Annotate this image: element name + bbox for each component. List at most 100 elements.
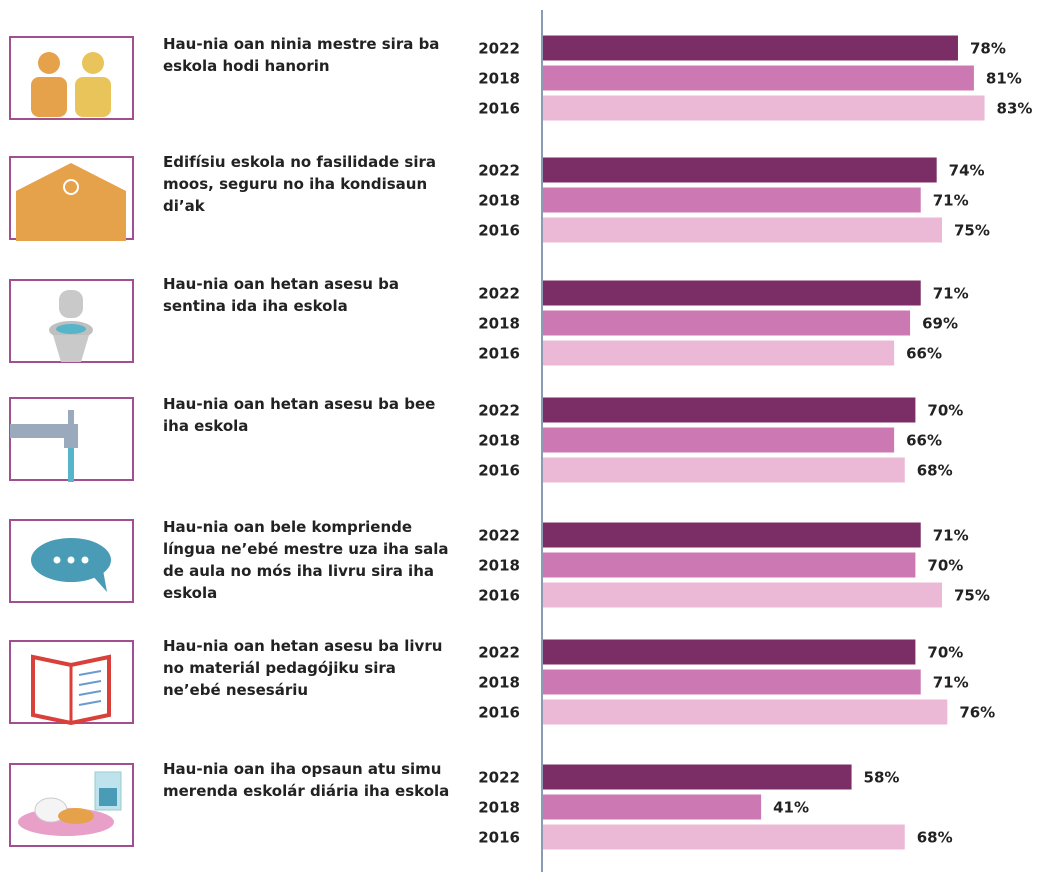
category-label: Edifísiu eskola no fasilidade sira moos,… (163, 153, 437, 215)
icon-shape (78, 670, 102, 676)
icon-shape (38, 52, 60, 74)
series-label: 2022 (478, 527, 520, 545)
icon-shape (78, 700, 102, 706)
value-label: 68% (917, 462, 953, 480)
series-label: 2016 (478, 587, 520, 605)
bar (543, 65, 974, 91)
value-label: 75% (954, 587, 990, 605)
icon (9, 156, 134, 241)
value-label: 70% (927, 644, 963, 662)
icon-shape (53, 556, 61, 564)
icon-shape (99, 788, 117, 806)
series-label: 2018 (478, 557, 520, 575)
series-label: 2016 (478, 462, 520, 480)
series-label: 2016 (478, 704, 520, 722)
value-label: 75% (954, 222, 990, 240)
icon-shape (59, 290, 83, 318)
bar (543, 552, 916, 578)
series-label: 2022 (478, 285, 520, 303)
value-label: 68% (917, 829, 953, 847)
bar (543, 699, 948, 725)
icon-shape (82, 52, 104, 74)
bar (543, 457, 905, 483)
bar (543, 582, 942, 608)
category-label: Hau-nia oan hetan asesu ba bee iha eskol… (163, 395, 436, 435)
series-label: 2018 (478, 192, 520, 210)
icon-shape (91, 570, 107, 592)
series-label: 2016 (478, 829, 520, 847)
value-label: 71% (933, 527, 969, 545)
bar (543, 794, 762, 820)
series-label: 2018 (478, 674, 520, 692)
icon (9, 640, 134, 726)
value-label: 41% (773, 799, 809, 817)
bar (543, 340, 895, 366)
icon-shape (68, 410, 74, 424)
bar (543, 427, 895, 453)
value-label: 66% (906, 345, 942, 363)
series-label: 2016 (478, 100, 520, 118)
bar (543, 669, 921, 695)
category-label: Hau-nia oan ninia mestre sira ba eskola … (163, 35, 440, 75)
value-label: 69% (922, 315, 958, 333)
value-label: 74% (949, 162, 985, 180)
bar (543, 824, 905, 850)
value-label: 66% (906, 432, 942, 450)
icon (9, 36, 134, 120)
category-label: Hau-nia oan hetan asesu ba sentina ida i… (163, 275, 400, 315)
icon-shape (78, 690, 102, 696)
icon-shape (67, 556, 75, 564)
series-label: 2016 (478, 222, 520, 240)
value-label: 70% (927, 557, 963, 575)
icon (9, 279, 134, 363)
category-label: Hau-nia oan iha opsaun atu simu merenda … (163, 760, 450, 800)
series-label: 2018 (478, 432, 520, 450)
icon (9, 397, 134, 482)
icon-shape (10, 424, 76, 438)
icon-shape (64, 424, 78, 448)
icon-shape (68, 448, 74, 482)
icon-shape (81, 556, 89, 564)
bar (543, 397, 916, 423)
bar (543, 639, 916, 665)
series-label: 2018 (478, 799, 520, 817)
bar (543, 280, 921, 306)
bar (543, 35, 958, 61)
bar (543, 310, 911, 336)
value-label: 81% (986, 70, 1022, 88)
icon-shape (58, 808, 94, 824)
series-label: 2022 (478, 769, 520, 787)
series-label: 2022 (478, 402, 520, 420)
bar (543, 95, 985, 121)
icon (9, 519, 134, 603)
icon-shape (63, 179, 79, 195)
bar (543, 522, 921, 548)
icon-shape (75, 77, 111, 117)
icon-frame (9, 36, 134, 120)
series-label: 2022 (478, 162, 520, 180)
bar (543, 157, 937, 183)
series-label: 2018 (478, 70, 520, 88)
series-label: 2016 (478, 345, 520, 363)
category-label: Hau-nia oan hetan asesu ba livru no mate… (163, 637, 443, 699)
bar (543, 764, 852, 790)
icon-shape (31, 77, 67, 117)
category-label: Hau-nia oan bele kompriende língua ne’eb… (163, 518, 449, 602)
icon-shape (53, 335, 89, 362)
icon-shape (78, 680, 102, 686)
value-label: 71% (933, 285, 969, 303)
series-label: 2018 (478, 315, 520, 333)
bar (543, 187, 921, 213)
icon (9, 763, 134, 847)
value-label: 76% (959, 704, 995, 722)
value-label: 71% (933, 674, 969, 692)
value-label: 58% (864, 769, 900, 787)
icon-shape (56, 324, 86, 334)
series-label: 2022 (478, 40, 520, 58)
value-label: 78% (970, 40, 1006, 58)
bar (543, 217, 942, 243)
icon-shape (16, 163, 126, 241)
value-label: 83% (997, 100, 1033, 118)
